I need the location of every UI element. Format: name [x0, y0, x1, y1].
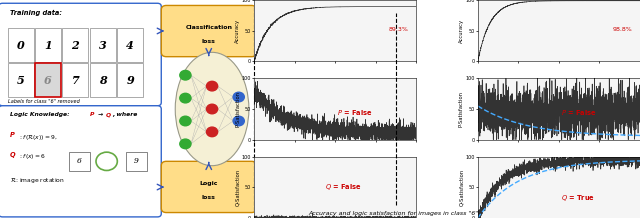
Text: $P$ = False: $P$ = False [561, 107, 596, 117]
FancyBboxPatch shape [90, 28, 116, 62]
Circle shape [207, 81, 218, 91]
FancyBboxPatch shape [0, 3, 161, 106]
Text: 5: 5 [17, 75, 24, 86]
Text: $Q$ = True: $Q$ = True [561, 193, 595, 203]
Y-axis label: Q-Satisfaction: Q-Satisfaction [459, 169, 464, 206]
FancyBboxPatch shape [35, 63, 61, 97]
Text: 9: 9 [127, 75, 134, 86]
Text: : $f(x) = 6$: : $f(x) = 6$ [19, 152, 46, 160]
FancyBboxPatch shape [90, 63, 116, 97]
Text: 8: 8 [99, 75, 107, 86]
Text: Training data:: Training data: [10, 10, 62, 16]
Y-axis label: Accuracy: Accuracy [235, 19, 240, 43]
Text: $\mathcal{R}$: image rotation: $\mathcal{R}$: image rotation [10, 175, 65, 186]
FancyBboxPatch shape [68, 152, 90, 171]
Circle shape [180, 116, 191, 126]
FancyBboxPatch shape [8, 28, 33, 62]
Text: loss: loss [202, 195, 216, 200]
Ellipse shape [175, 52, 249, 166]
Text: P: P [90, 112, 95, 117]
Text: $Q$ = False: $Q$ = False [325, 182, 362, 192]
Text: 6: 6 [44, 75, 52, 86]
FancyBboxPatch shape [0, 106, 161, 217]
Text: Accuracy and logic satisfaction for images in class "6": Accuracy and logic satisfaction for imag… [308, 211, 479, 216]
Text: 1: 1 [44, 40, 52, 51]
Text: Labels for class "6" removed: Labels for class "6" removed [8, 99, 79, 104]
Text: 89.3%: 89.3% [388, 27, 408, 32]
Circle shape [180, 93, 191, 103]
Text: Logic: Logic [200, 181, 218, 186]
FancyBboxPatch shape [125, 152, 147, 171]
Text: →: → [96, 112, 105, 117]
Text: 2: 2 [72, 40, 79, 51]
Text: Q: Q [10, 152, 16, 158]
Text: 98.8%: 98.8% [612, 27, 632, 32]
Text: 0: 0 [17, 40, 24, 51]
Text: 7: 7 [72, 75, 79, 86]
Text: : $f(\mathcal{R}(x)) = 9$,: : $f(\mathcal{R}(x)) = 9$, [19, 132, 58, 142]
Text: P: P [10, 132, 15, 138]
Y-axis label: P-Satisfaction: P-Satisfaction [235, 91, 240, 127]
Text: 3: 3 [99, 40, 107, 51]
FancyBboxPatch shape [63, 28, 88, 62]
FancyBboxPatch shape [35, 28, 61, 62]
Text: 4: 4 [127, 40, 134, 51]
FancyBboxPatch shape [117, 28, 143, 62]
Text: Q: Q [106, 112, 111, 117]
Text: 6: 6 [77, 157, 82, 165]
Text: loss: loss [202, 39, 216, 44]
Text: Logic Knowledge:: Logic Knowledge: [10, 112, 72, 117]
Circle shape [233, 92, 244, 102]
Circle shape [180, 70, 191, 80]
Y-axis label: Accuracy: Accuracy [459, 19, 464, 43]
FancyBboxPatch shape [161, 161, 257, 213]
FancyBboxPatch shape [8, 63, 33, 97]
Circle shape [207, 127, 218, 137]
Text: , where: , where [112, 112, 137, 117]
Y-axis label: P-Satisfaction: P-Satisfaction [459, 91, 464, 127]
Circle shape [207, 104, 218, 114]
Text: $P$ = False: $P$ = False [337, 107, 372, 117]
FancyBboxPatch shape [63, 63, 88, 97]
FancyBboxPatch shape [161, 5, 257, 57]
Circle shape [180, 139, 191, 149]
Y-axis label: Q-Satisfaction: Q-Satisfaction [235, 169, 240, 206]
Text: Classification: Classification [185, 26, 232, 30]
FancyBboxPatch shape [117, 63, 143, 97]
Text: 9: 9 [134, 157, 139, 165]
Circle shape [233, 116, 244, 126]
